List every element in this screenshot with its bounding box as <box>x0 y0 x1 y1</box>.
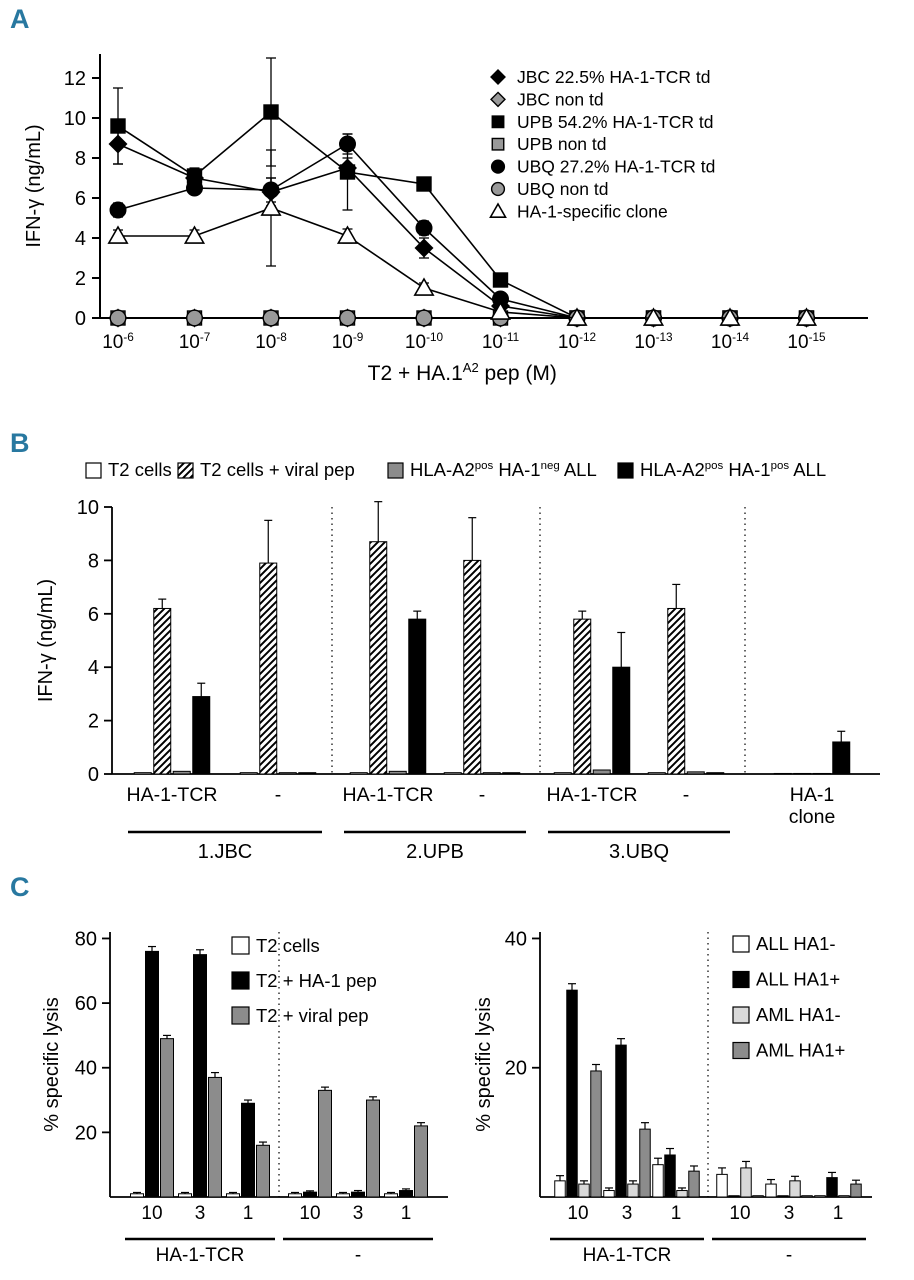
panel-a-label: A <box>10 4 30 34</box>
svg-text:HLA-A2pos HA-1pos ALL: HLA-A2pos HA-1pos ALL <box>640 459 826 480</box>
svg-text:12: 12 <box>64 68 86 90</box>
svg-text:10-6: 10-6 <box>102 331 134 353</box>
svg-text:T2 + viral pep: T2 + viral pep <box>256 1005 369 1026</box>
svg-text:1: 1 <box>401 1203 412 1224</box>
ifn-gamma-dose-response-chart: 0 2 4 6 8 10 12 10-6 10-7 10-8 10-9 10-10 10-11 10-12… <box>23 54 868 385</box>
svg-text:0: 0 <box>75 308 86 330</box>
svg-text:1: 1 <box>671 1203 682 1224</box>
svg-text:AML HA1-: AML HA1- <box>756 1004 841 1025</box>
svg-text:10-9: 10-9 <box>332 331 364 353</box>
svg-text:UBQ 27.2% HA-1-TCR td: UBQ 27.2% HA-1-TCR td <box>517 157 715 177</box>
svg-text:HA-1-TCR: HA-1-TCR <box>343 784 434 806</box>
svg-text:1: 1 <box>833 1203 844 1224</box>
svg-text:-: - <box>479 784 486 806</box>
svg-text:IFN-γ (ng/mL): IFN-γ (ng/mL) <box>35 579 57 702</box>
svg-text:T2 cells + viral pep: T2 cells + viral pep <box>200 459 355 480</box>
svg-text:10: 10 <box>141 1203 162 1224</box>
svg-text:2: 2 <box>88 711 99 733</box>
svg-text:20: 20 <box>505 1058 527 1080</box>
svg-text:-: - <box>786 1245 792 1266</box>
svg-text:60: 60 <box>75 993 97 1015</box>
svg-text:10-10: 10-10 <box>405 331 444 353</box>
svg-text:4: 4 <box>75 228 86 250</box>
svg-text:-: - <box>275 784 282 806</box>
svg-text:1.JBC: 1.JBC <box>198 841 252 863</box>
svg-text:3.UBQ: 3.UBQ <box>609 841 669 863</box>
svg-text:8: 8 <box>75 148 86 170</box>
svg-text:10-8: 10-8 <box>255 331 287 353</box>
svg-text:UBQ non td: UBQ non td <box>517 179 608 199</box>
svg-text:HA-1: HA-1 <box>790 784 834 806</box>
svg-text:3: 3 <box>784 1203 795 1224</box>
panel-b-label: B <box>10 428 30 458</box>
svg-text:HLA-A2pos HA-1neg ALL: HLA-A2pos HA-1neg ALL <box>410 459 597 480</box>
svg-text:T2 + HA.1A2 pep (M): T2 + HA.1A2 pep (M) <box>368 360 557 385</box>
svg-text:ALL HA1+: ALL HA1+ <box>756 969 840 990</box>
svg-text:10-15: 10-15 <box>787 331 826 353</box>
svg-text:10-14: 10-14 <box>711 331 750 353</box>
svg-text:10-13: 10-13 <box>634 331 673 353</box>
svg-text:T2 cells: T2 cells <box>256 935 320 956</box>
svg-text:UPB 54.2% HA-1-TCR td: UPB 54.2% HA-1-TCR td <box>517 112 713 132</box>
svg-text:IFN-γ (ng/mL): IFN-γ (ng/mL) <box>23 124 45 247</box>
svg-text:HA-1-TCR: HA-1-TCR <box>583 1245 672 1266</box>
ifn-gamma-bar-chart: 0 2 4 6 8 10 IFN-γ (ng/mL) HA-1-TCR - HA-1-TCR - HA… <box>35 459 880 863</box>
svg-text:1: 1 <box>243 1203 254 1224</box>
svg-text:3: 3 <box>353 1203 364 1224</box>
svg-text:% specific lysis: % specific lysis <box>473 997 495 1131</box>
svg-text:HA-1-TCR: HA-1-TCR <box>547 784 638 806</box>
svg-text:4: 4 <box>88 657 99 679</box>
specific-lysis-charts: 20 40 60 80 % specific lysis 10 3 1 10 3 1 HA-1-TCR… <box>41 928 872 1266</box>
svg-text:10-11: 10-11 <box>482 331 519 353</box>
svg-text:-: - <box>355 1245 361 1266</box>
svg-text:3: 3 <box>622 1203 633 1224</box>
svg-text:T2 cells: T2 cells <box>108 459 172 480</box>
svg-text:10: 10 <box>299 1203 320 1224</box>
panel-c-label: C <box>10 872 30 902</box>
svg-text:10-7: 10-7 <box>179 331 211 353</box>
svg-text:2.UPB: 2.UPB <box>406 841 464 863</box>
svg-text:10: 10 <box>77 497 99 519</box>
svg-text:-: - <box>683 784 690 806</box>
svg-text:10: 10 <box>567 1203 588 1224</box>
svg-text:UPB non td: UPB non td <box>517 134 607 154</box>
svg-text:JBC non td: JBC non td <box>517 89 604 109</box>
svg-text:8: 8 <box>88 550 99 572</box>
svg-text:T2 + HA-1 pep: T2 + HA-1 pep <box>256 970 377 991</box>
svg-text:% specific lysis: % specific lysis <box>41 997 63 1131</box>
svg-text:HA-1-specific clone: HA-1-specific clone <box>517 201 668 221</box>
svg-text:10-12: 10-12 <box>558 331 596 353</box>
svg-text:3: 3 <box>195 1203 206 1224</box>
svg-text:6: 6 <box>88 604 99 626</box>
svg-text:0: 0 <box>88 764 99 786</box>
svg-text:JBC 22.5% HA-1-TCR td: JBC 22.5% HA-1-TCR td <box>517 67 711 87</box>
svg-text:2: 2 <box>75 268 86 290</box>
svg-text:AML HA1+: AML HA1+ <box>756 1040 845 1061</box>
svg-text:80: 80 <box>75 928 97 950</box>
svg-text:clone: clone <box>789 806 836 828</box>
svg-text:10: 10 <box>729 1203 750 1224</box>
svg-text:ALL HA1-: ALL HA1- <box>756 933 836 954</box>
svg-text:10: 10 <box>64 108 86 130</box>
svg-text:6: 6 <box>75 188 86 210</box>
svg-text:HA-1-TCR: HA-1-TCR <box>156 1245 245 1266</box>
svg-text:40: 40 <box>75 1058 97 1080</box>
svg-text:40: 40 <box>505 928 527 950</box>
svg-text:HA-1-TCR: HA-1-TCR <box>127 784 218 806</box>
svg-text:20: 20 <box>75 1122 97 1144</box>
